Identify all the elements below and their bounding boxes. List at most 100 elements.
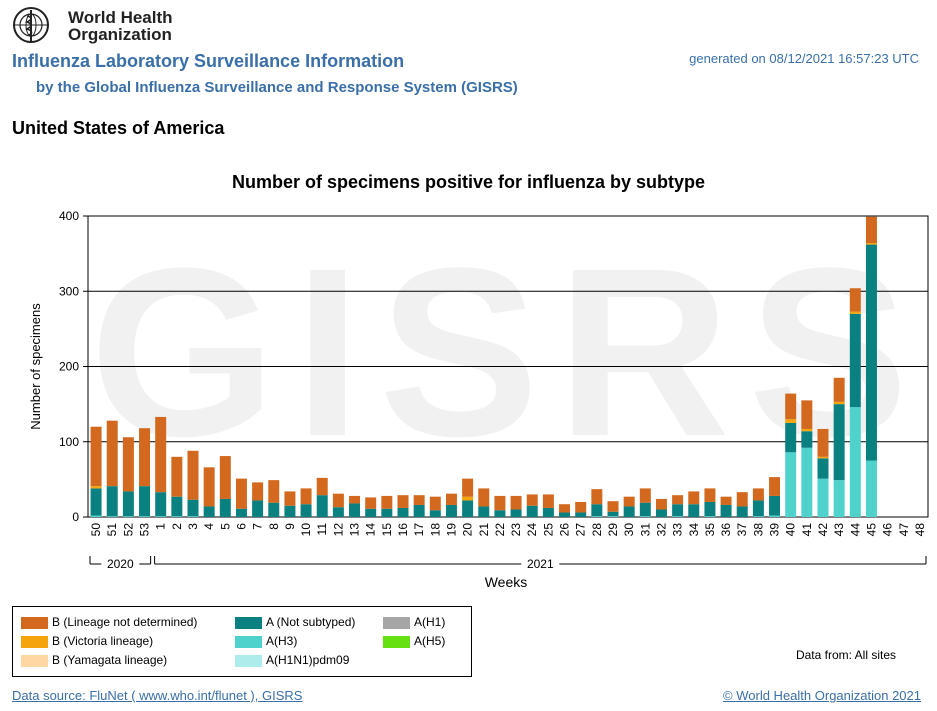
y-tick-label: 300 <box>59 284 79 298</box>
bar-segment <box>817 428 829 457</box>
bar-segment <box>639 488 651 503</box>
legend-swatch <box>235 635 262 648</box>
bar-segment <box>203 506 215 517</box>
bar-segment <box>478 506 490 517</box>
bar-segment <box>106 516 118 517</box>
bar-segment <box>90 515 102 517</box>
bar-segment <box>769 477 781 496</box>
legend-label: B (Yamagata lineage) <box>52 653 168 667</box>
bar-segment <box>752 500 764 517</box>
bar-segment <box>268 480 280 503</box>
bar-segment <box>542 494 554 508</box>
bar-segment <box>752 516 764 517</box>
x-tick-label: 53 <box>138 523 152 537</box>
org-name-line2: Organization <box>68 25 172 44</box>
bar-segment <box>752 488 764 501</box>
legend-label: A (Not subtyped) <box>266 615 356 629</box>
x-tick-label: 37 <box>735 523 749 537</box>
bar-segment <box>332 493 344 508</box>
x-tick-label: 16 <box>396 523 410 537</box>
x-tick-label: 1 <box>154 523 168 530</box>
x-tick-label: 30 <box>622 523 636 537</box>
legend-item: B (Victoria lineage) <box>21 634 153 648</box>
legend-label: A(H5) <box>414 634 446 648</box>
bar-segment <box>252 500 264 517</box>
bar-segment <box>268 502 280 517</box>
data-from-note: Data from: All sites <box>795 648 896 662</box>
bar-segment <box>122 516 134 517</box>
bar-segment <box>203 467 215 507</box>
x-tick-label: 13 <box>348 523 362 537</box>
bar-segment <box>688 491 700 505</box>
bar-segment <box>445 504 457 517</box>
legend-swatch <box>21 635 48 648</box>
x-tick-label: 27 <box>574 523 588 537</box>
x-tick-label: 52 <box>121 523 135 537</box>
x-tick-label: 29 <box>606 523 620 537</box>
bar-segment <box>785 419 797 423</box>
generated-timestamp: generated on 08/12/2021 16:57:23 UTC <box>689 51 919 66</box>
x-tick-label: 45 <box>864 523 878 537</box>
x-tick-label: 4 <box>202 523 216 530</box>
bar-segment <box>397 495 409 508</box>
bar-segment <box>462 496 474 501</box>
x-tick-label: 24 <box>525 523 539 537</box>
bar-segment <box>155 492 167 517</box>
who-logo: World Health Organization <box>10 4 190 46</box>
bar-segment <box>559 512 571 517</box>
chart-title: Number of specimens positive for influen… <box>231 172 706 192</box>
bar-segment <box>688 504 700 517</box>
x-tick-label: 26 <box>558 523 572 537</box>
bar-segment <box>672 516 684 517</box>
legend-item: A(H5) <box>383 634 445 648</box>
x-tick-label: 3 <box>186 523 200 530</box>
legend-swatch <box>21 654 48 667</box>
bar-segment <box>171 516 183 517</box>
bar-segment <box>801 431 813 448</box>
bar-segment <box>785 452 797 517</box>
bar-segment <box>526 494 538 506</box>
copyright-link[interactable]: © World Health Organization 2021 <box>723 688 921 703</box>
bar-segment <box>849 407 861 517</box>
bar-segment <box>139 486 151 517</box>
bar-segment <box>849 313 861 408</box>
legend-swatch <box>383 635 410 648</box>
x-tick-label: 44 <box>848 523 862 537</box>
bar-segment <box>720 504 732 517</box>
bar-segment <box>122 491 134 517</box>
x-tick-label: 18 <box>428 523 442 537</box>
x-tick-label: 41 <box>800 523 814 537</box>
bar-segment <box>445 493 457 505</box>
data-source-link[interactable]: Data source: FluNet ( www.who.int/flunet… <box>12 688 303 703</box>
bar-segment <box>591 504 603 517</box>
bar-segment <box>849 311 861 314</box>
bar-segment <box>817 456 829 459</box>
bar-segment <box>865 243 877 245</box>
bar-segment <box>607 511 619 517</box>
legend-label: B (Victoria lineage) <box>52 634 154 648</box>
bar-segment <box>365 497 377 509</box>
bar-segment <box>155 416 167 493</box>
bar-segment <box>413 495 425 505</box>
bar-segment <box>139 428 151 487</box>
bar-segment <box>833 401 845 405</box>
x-tick-label: 9 <box>283 523 297 530</box>
watermark-text: GISRS <box>90 218 927 486</box>
year-label: 2020 <box>107 557 134 571</box>
who-emblem-icon <box>13 7 49 43</box>
bar-segment <box>785 393 797 420</box>
x-tick-label: 46 <box>881 523 895 537</box>
bar-segment <box>122 437 134 492</box>
bar-segment <box>833 404 845 481</box>
bar-segment <box>397 507 409 517</box>
bar-segment <box>413 504 425 517</box>
bar-segment <box>510 495 522 510</box>
legend-swatch <box>21 616 48 629</box>
x-tick-label: 42 <box>816 523 830 537</box>
legend-item: A(H1N1)pdm09 <box>235 653 349 667</box>
bar-segment <box>381 508 393 517</box>
bar-segment <box>785 422 797 453</box>
x-tick-label: 23 <box>509 523 523 537</box>
bar-segment <box>219 456 231 499</box>
bar-segment <box>704 501 716 517</box>
